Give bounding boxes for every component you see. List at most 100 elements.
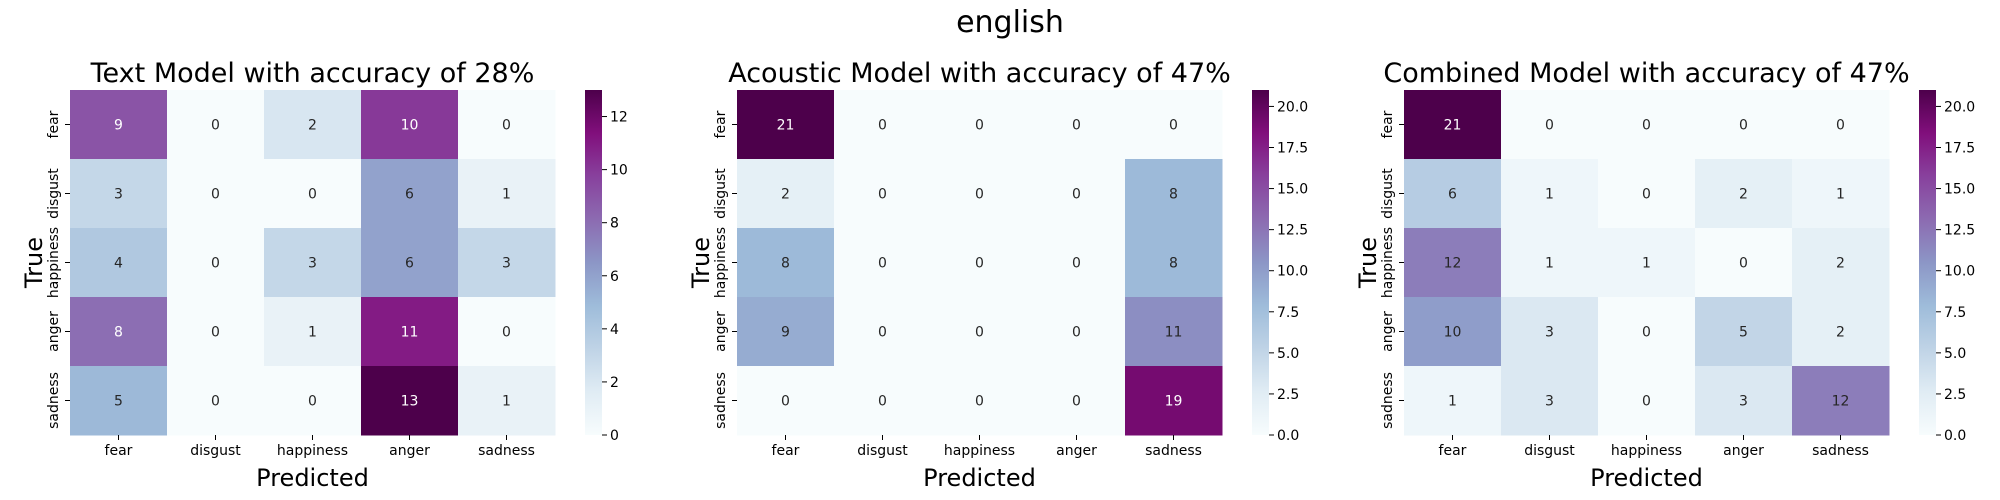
y-tick-label: anger [713,311,729,352]
heatmap-cell [361,297,459,367]
figure-title: english [956,5,1064,40]
y-axis-label: True [1354,237,1382,289]
cell-value-label: 0 [878,256,887,272]
colorbar-tick-label: 17.5 [1944,141,1975,157]
heatmap-cell [1792,159,1890,229]
cell-value-label: 1 [308,325,317,341]
colorbar-tick-label: 5.0 [1944,346,1966,362]
colorbar-tick-label: 20.0 [1944,99,1975,115]
heatmap-cell [264,228,362,298]
colorbar-tick-label: 12.5 [1277,223,1308,239]
y-tick-label: sadness [46,372,62,429]
heatmap-cell [1125,297,1223,367]
heatmap-cell [834,228,932,298]
heatmap-cell [1028,159,1126,229]
colorbar-tick-label: 2 [610,375,619,391]
cell-value-label: 0 [502,118,511,134]
cell-value-label: 0 [1072,118,1081,134]
colorbar [585,90,602,435]
cell-value-label: 21 [1444,118,1462,134]
heatmap-cell [931,297,1029,367]
heatmap-cell [834,366,932,436]
colorbar-tick-label: 15.0 [1277,182,1308,198]
heatmap-cell [1501,159,1599,229]
x-tick-label: disgust [1524,443,1575,459]
cell-value-label: 0 [878,118,887,134]
heatmap-cell [1125,228,1223,298]
colorbar-tick-label: 2.5 [1944,387,1966,403]
cell-value-label: 0 [211,325,220,341]
heatmap-cell [1598,297,1696,367]
heatmap-cell [834,159,932,229]
heatmap-cell [737,297,835,367]
heatmap-cell [931,228,1029,298]
heatmap-cell [1125,366,1223,436]
cell-value-label: 0 [1642,118,1651,134]
colorbar-tick-label: 10.0 [1277,264,1308,280]
cell-value-label: 1 [502,394,511,410]
heatmap-cell [1125,159,1223,229]
cell-value-label: 1 [1545,256,1554,272]
cell-value-label: 1 [1545,187,1554,203]
y-tick-label: disgust [46,168,62,219]
heatmap-cell [264,90,362,160]
heatmap-cell [458,366,556,436]
cell-value-label: 0 [878,187,887,203]
y-tick-label: disgust [713,168,729,219]
heatmap-cell [1695,228,1793,298]
y-axis-label: True [687,237,715,289]
cell-value-label: 0 [308,187,317,203]
cell-value-label: 8 [114,325,123,341]
cell-value-label: 0 [781,394,790,410]
cell-value-label: 0 [878,394,887,410]
heatmap-cell [1598,159,1696,229]
heatmap-cell [70,90,168,160]
x-tick-label: fear [1439,443,1467,459]
heatmap-cell [1404,228,1502,298]
heatmap-cell [1598,228,1696,298]
heatmap-cell [361,159,459,229]
cell-value-label: 0 [975,256,984,272]
x-axis-label: Predicted [923,464,1036,492]
heatmap-cell [1598,90,1696,160]
cell-value-label: 0 [1545,118,1554,134]
heatmap-cell [1792,228,1890,298]
cell-value-label: 11 [401,325,419,341]
cell-value-label: 0 [1072,187,1081,203]
heatmap-cell [737,159,835,229]
cell-value-label: 3 [1545,394,1554,410]
y-tick-label: fear [46,110,62,138]
cell-value-label: 0 [975,118,984,134]
cell-value-label: 6 [405,256,414,272]
cell-value-label: 0 [1642,394,1651,410]
x-tick-label: disgust [190,443,241,459]
heatmap-cell [1695,159,1793,229]
y-tick-label: happiness [46,227,62,298]
heatmap-cell [70,297,168,367]
colorbar-tick-label: 7.5 [1944,305,1966,321]
cell-value-label: 8 [1169,256,1178,272]
cell-value-label: 1 [502,187,511,203]
heatmap-cell [1501,297,1599,367]
cell-value-label: 0 [1072,256,1081,272]
x-tick-label: fear [105,443,133,459]
heatmap-cell [70,159,168,229]
heatmap-cell [1792,366,1890,436]
heatmap-cell [1501,228,1599,298]
cell-value-label: 0 [1836,118,1845,134]
colorbar-tick-label: 5.0 [1277,346,1299,362]
chart-title: Combined Model with accuracy of 47% [1383,58,1909,89]
x-tick-label: sadness [1812,443,1869,459]
x-tick-label: anger [389,443,430,459]
y-tick-label: fear [1380,110,1396,138]
cell-value-label: 2 [781,187,790,203]
heatmap-cell [458,228,556,298]
cell-value-label: 19 [1165,394,1183,410]
cell-value-label: 12 [1832,394,1850,410]
cell-value-label: 2 [1836,325,1845,341]
colorbar-tick-label: 6 [610,269,619,285]
cell-value-label: 4 [114,256,123,272]
heatmap-cell [70,366,168,436]
